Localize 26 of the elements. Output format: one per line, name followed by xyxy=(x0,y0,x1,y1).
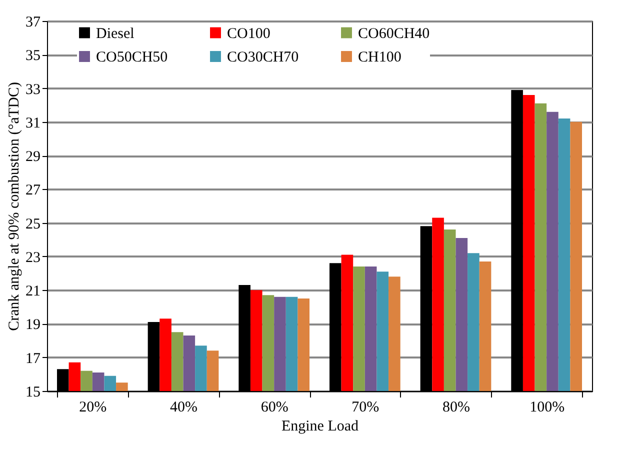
y-tick-label: 21 xyxy=(26,284,40,300)
x-tick-label: 20% xyxy=(79,400,107,416)
legend-label: CO60CH40 xyxy=(358,26,430,42)
y-tick-label: 25 xyxy=(26,216,40,232)
x-tick-label: 40% xyxy=(170,400,198,416)
x-axis-title: Engine Load xyxy=(281,418,360,434)
legend-label: CH100 xyxy=(358,50,402,66)
y-axis-title: Crank angle at 90% combustion (°aTDC) xyxy=(6,82,22,331)
x-tick-label: 100% xyxy=(530,400,565,416)
legend-label: CO50CH50 xyxy=(96,50,168,66)
legend-label: CO100 xyxy=(227,26,270,42)
x-tick-label: 70% xyxy=(352,400,380,416)
y-tick-label: 33 xyxy=(26,82,40,98)
y-tick-label: 19 xyxy=(26,317,40,334)
y-tick-label: 27 xyxy=(26,182,41,199)
x-tick-label: 80% xyxy=(442,400,470,416)
y-tick-label: 23 xyxy=(26,250,40,266)
legend-label: Diesel xyxy=(96,26,134,42)
y-tick-label: 37 xyxy=(26,14,41,30)
y-tick-label: 15 xyxy=(26,384,40,400)
legend-label: CO30CH70 xyxy=(227,50,299,66)
x-tick-label: 60% xyxy=(260,400,288,416)
y-tick-label: 35 xyxy=(26,48,40,64)
y-tick-label: 31 xyxy=(26,115,40,132)
y-tick-label: 17 xyxy=(26,350,41,367)
y-tick-label: 29 xyxy=(26,149,40,166)
